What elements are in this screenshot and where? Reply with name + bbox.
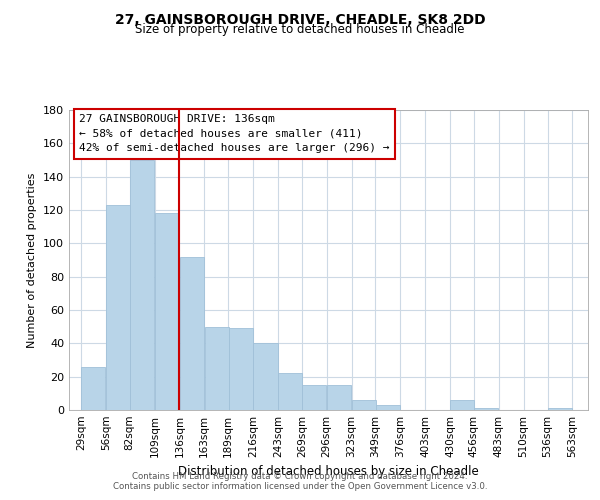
Bar: [352, 400, 376, 410]
Bar: [327, 385, 351, 410]
Bar: [451, 400, 475, 410]
Text: Contains HM Land Registry data © Crown copyright and database right 2024.: Contains HM Land Registry data © Crown c…: [132, 472, 468, 481]
Bar: [302, 385, 326, 410]
Y-axis label: Number of detached properties: Number of detached properties: [28, 172, 37, 348]
Bar: [180, 256, 204, 410]
Text: 27, GAINSBOROUGH DRIVE, CHEADLE, SK8 2DD: 27, GAINSBOROUGH DRIVE, CHEADLE, SK8 2DD: [115, 12, 485, 26]
Bar: [106, 205, 130, 410]
Bar: [205, 326, 229, 410]
Bar: [376, 405, 400, 410]
Bar: [82, 366, 106, 410]
Bar: [229, 328, 253, 410]
Text: Contains public sector information licensed under the Open Government Licence v3: Contains public sector information licen…: [113, 482, 487, 491]
Bar: [253, 344, 278, 410]
Bar: [278, 374, 302, 410]
Bar: [130, 160, 154, 410]
Bar: [155, 214, 179, 410]
Bar: [474, 408, 499, 410]
X-axis label: Distribution of detached houses by size in Cheadle: Distribution of detached houses by size …: [178, 466, 479, 478]
Text: Size of property relative to detached houses in Cheadle: Size of property relative to detached ho…: [135, 22, 465, 36]
Text: 27 GAINSBOROUGH DRIVE: 136sqm
← 58% of detached houses are smaller (411)
42% of : 27 GAINSBOROUGH DRIVE: 136sqm ← 58% of d…: [79, 114, 390, 154]
Bar: [548, 408, 572, 410]
